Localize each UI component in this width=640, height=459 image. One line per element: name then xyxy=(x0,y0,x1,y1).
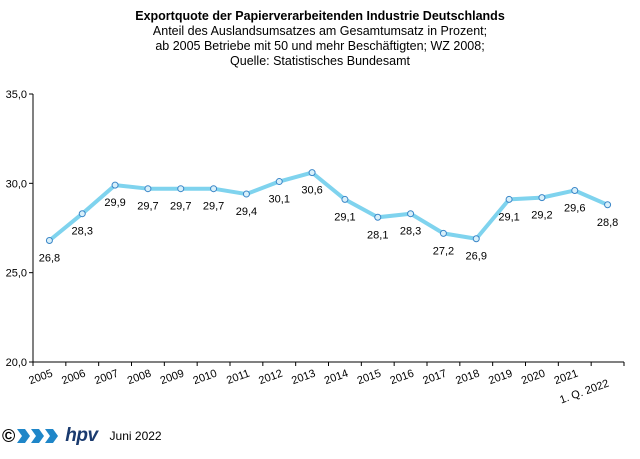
x-tick-label: 2011 xyxy=(225,368,251,387)
line-chart: 20,0 25,0 30,0 35,0 2005 2006 2007 2008 2009 2010… xyxy=(6,89,625,406)
data-label: 28,3 xyxy=(72,226,93,238)
chart-title: Exportquote der Papierverarbeitenden Ind… xyxy=(135,9,505,23)
data-point xyxy=(308,169,316,177)
x-tick-label: 2012 xyxy=(257,368,284,388)
data-label: 28,1 xyxy=(367,229,388,241)
data-point xyxy=(407,210,415,218)
data-point xyxy=(505,195,513,203)
footer: © hpv Juni 2022 xyxy=(2,424,162,448)
data-point xyxy=(45,237,53,245)
data-point xyxy=(111,181,119,189)
x-tick-label: 2008 xyxy=(126,368,153,388)
x-tick-label: 2007 xyxy=(93,368,120,388)
series-line xyxy=(47,170,610,243)
data-point xyxy=(472,235,480,243)
data-label: 29,1 xyxy=(334,211,355,223)
copyright-symbol: © xyxy=(2,425,16,446)
data-point xyxy=(341,195,349,203)
x-tick-label: 2009 xyxy=(159,368,186,388)
data-label: 28,3 xyxy=(400,226,421,238)
x-tick-label: 2016 xyxy=(388,368,415,388)
data-point xyxy=(210,185,218,193)
y-tick-label: 25,0 xyxy=(6,268,27,280)
data-point xyxy=(374,213,382,221)
x-tick-label: 2020 xyxy=(520,368,547,388)
data-label: 30,1 xyxy=(269,194,290,206)
data-label: 29,4 xyxy=(236,206,257,218)
data-point xyxy=(78,210,86,218)
x-tick-label: 2018 xyxy=(454,368,481,388)
hpv-brand-text: hpv xyxy=(65,425,98,446)
chart-source-line: Quelle: Statistisches Bundesamt xyxy=(230,54,410,68)
data-label: 30,6 xyxy=(301,185,322,197)
data-point xyxy=(275,178,283,186)
data-point xyxy=(242,190,250,198)
data-label: 29,1 xyxy=(498,211,519,223)
x-tick-label: 2019 xyxy=(487,368,514,388)
hpv-logo-icon xyxy=(17,429,59,443)
x-tick-label: 2014 xyxy=(323,368,350,388)
x-tick-label: 2013 xyxy=(290,368,317,388)
data-point xyxy=(604,201,612,209)
data-label: 29,7 xyxy=(170,201,191,213)
x-tick-label: 2006 xyxy=(60,368,87,388)
data-label: 26,9 xyxy=(466,251,487,263)
data-label: 28,8 xyxy=(597,217,618,229)
data-point xyxy=(177,185,185,193)
data-label: 29,7 xyxy=(137,201,158,213)
data-point xyxy=(439,229,447,237)
chart-subtitle-line-1: Anteil des Auslandsumsatzes am Gesamtums… xyxy=(152,24,488,38)
footer-date: Juni 2022 xyxy=(109,429,162,443)
data-point xyxy=(538,194,546,202)
y-tick-label: 20,0 xyxy=(6,357,27,369)
y-tick-label: 30,0 xyxy=(6,178,27,190)
x-tick-label: 2021 xyxy=(553,368,580,388)
x-tick-label: 2015 xyxy=(356,368,383,388)
data-label: 27,2 xyxy=(433,245,454,257)
data-label: 26,8 xyxy=(39,253,60,265)
data-point xyxy=(144,185,152,193)
data-point xyxy=(571,186,579,194)
chart-subtitle-line-2: ab 2005 Betriebe mit 50 und mehr Beschäf… xyxy=(155,39,485,53)
data-label: 29,6 xyxy=(564,202,585,214)
x-tick-label: 2010 xyxy=(191,368,218,388)
y-tick-label: 35,0 xyxy=(6,89,27,101)
data-label: 29,9 xyxy=(104,197,125,209)
data-label: 29,7 xyxy=(203,201,224,213)
x-tick-label: 2005 xyxy=(27,368,54,388)
x-tick-label: 2017 xyxy=(421,368,448,388)
data-label: 29,2 xyxy=(531,210,552,222)
